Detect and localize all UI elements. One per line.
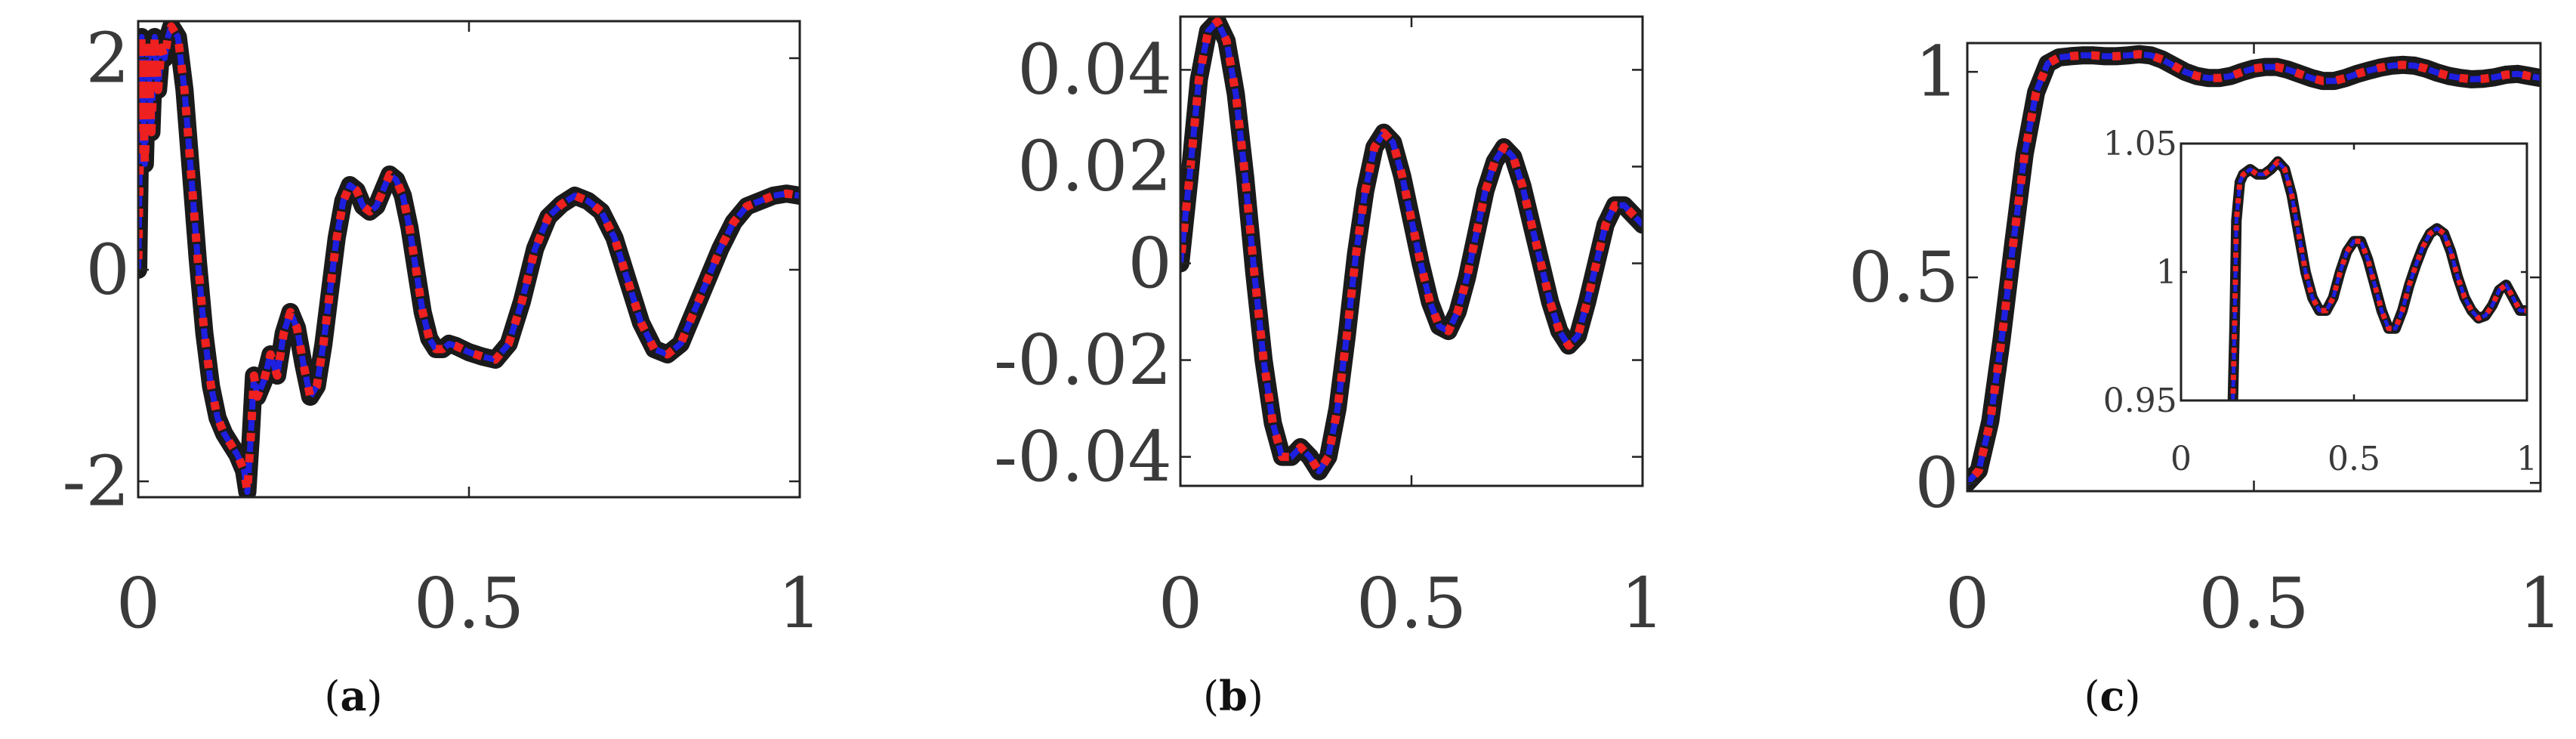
panel-c-series-dashed bbox=[1967, 51, 2541, 485]
panel-c-inset-xtick-label: 1 bbox=[2516, 440, 2537, 478]
panel-c-series-dotted bbox=[1967, 50, 2541, 486]
panel-b-xtick-label: 0 bbox=[1158, 563, 1203, 644]
panel-a-ytick-label: -2 bbox=[62, 441, 130, 521]
panel-c-inset-ytick-label: 1 bbox=[2156, 253, 2177, 292]
panel-c-inset-ticks: 0 0.5 1 0.95 1 1.05 bbox=[2103, 125, 2537, 478]
panel-c-xtick-label: 0.5 bbox=[2198, 563, 2309, 644]
panel-c-ytick-label: 1 bbox=[1914, 31, 1959, 112]
panel-b-ytick-label: -0.02 bbox=[994, 320, 1172, 400]
panel-c-inset-ytick-label: 1.05 bbox=[2103, 125, 2177, 163]
panel-a-ytick-label: 0 bbox=[85, 229, 130, 310]
panel-b-label: (b) bbox=[1203, 672, 1263, 720]
panel-c-inset-series-group bbox=[2227, 156, 2527, 400]
panel-a-xtick-label: 0 bbox=[116, 563, 161, 644]
panel-b-ticks: 0 0.5 1 -0.04 -0.02 0 0.02 0.04 bbox=[994, 17, 1664, 644]
panel-b-ytick-label: 0.02 bbox=[1017, 126, 1172, 207]
panel-b-ytick-label: 0.04 bbox=[1017, 29, 1172, 110]
panel-b-plot-area bbox=[1180, 17, 1643, 481]
panel-a-series-group bbox=[138, 21, 800, 497]
panel-b-xtick-label: 0.5 bbox=[1356, 563, 1467, 644]
panel-a-axes-frame bbox=[137, 20, 801, 499]
panel-b: 0 0.5 1 -0.04 -0.02 0 0.02 0.04 (b) bbox=[994, 15, 1664, 720]
panel-b-series-group bbox=[1180, 17, 1643, 481]
panel-a-ytick-label: 2 bbox=[85, 17, 130, 98]
panel-c-inset-xtick-label: 0 bbox=[2170, 440, 2192, 478]
panel-c-xtick-label: 1 bbox=[2519, 563, 2563, 644]
panel-b-ytick-label: 0 bbox=[1128, 223, 1172, 304]
panel-c-series-group bbox=[1967, 45, 2541, 491]
panel-a-xtick-label: 0.5 bbox=[414, 563, 524, 644]
panel-c-inset-ytick-label: 0.95 bbox=[2103, 382, 2177, 420]
panel-a-series-solid bbox=[138, 21, 800, 497]
panel-c-ytick-label: 0.5 bbox=[1849, 237, 1959, 317]
panel-b-xtick-label: 1 bbox=[1621, 563, 1665, 644]
panel-c-plot-area bbox=[1967, 45, 2541, 491]
panel-b-ytick-label: -0.04 bbox=[994, 416, 1172, 497]
panel-c-inset-xtick-label: 0.5 bbox=[2328, 440, 2380, 478]
panel-a-series-dashed bbox=[138, 23, 800, 495]
panel-a-xtick-label: 1 bbox=[778, 563, 822, 644]
panel-a-label: (a) bbox=[324, 672, 382, 720]
panel-a-series-dotted bbox=[138, 22, 800, 496]
panel-a-plot-area bbox=[138, 21, 800, 497]
panel-c-ticks: 0 0.5 1 0 0.5 1 bbox=[1849, 31, 2563, 644]
panel-c-ytick-label: 0 bbox=[1914, 442, 1959, 523]
panel-c-label: (c) bbox=[2084, 672, 2140, 720]
panel-a-ticks: 0 0.5 1 -2 0 2 bbox=[62, 17, 822, 644]
panel-b-series-dashed bbox=[1180, 18, 1643, 475]
panel-c: 0 0.5 1 0 0.5 1 0 0.5 1 0.95 1 1.05 (c) bbox=[1849, 31, 2563, 720]
panel-c-xtick-label: 0 bbox=[1945, 563, 1990, 644]
panel-c-inset-series-dotted bbox=[2230, 159, 2527, 400]
panel-a: 0 0.5 1 -2 0 2 (a) bbox=[62, 17, 822, 720]
panel-c-inset-plot-area bbox=[2227, 156, 2527, 400]
panel-c-inset-series-dashed bbox=[2231, 159, 2527, 400]
panel-c-inset: 0 0.5 1 0.95 1 1.05 bbox=[2103, 125, 2537, 478]
